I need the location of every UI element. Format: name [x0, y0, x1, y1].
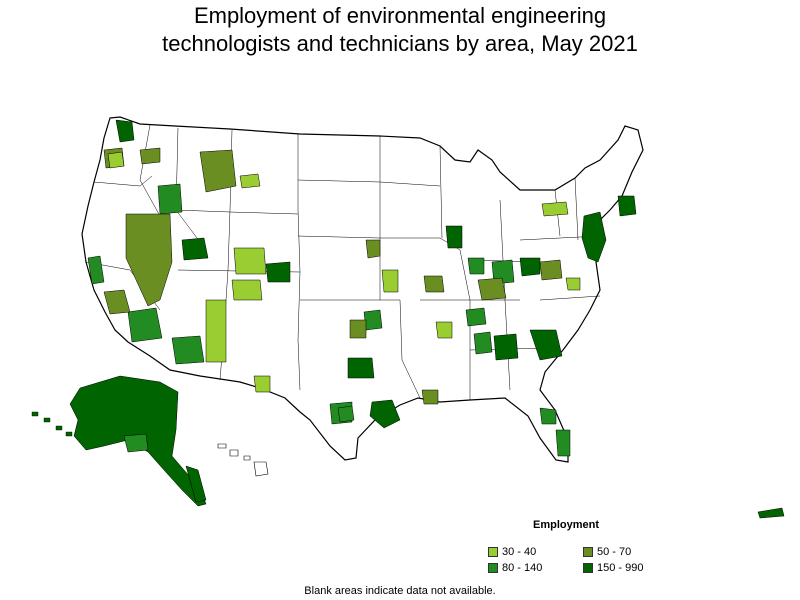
- area-montana[interactable]: [199, 149, 237, 193]
- legend-item-150-990: 150 - 990: [583, 562, 643, 574]
- legend-label: 30 - 40: [502, 546, 537, 558]
- area-salt-lake[interactable]: [181, 237, 209, 261]
- area-tulsa[interactable]: [363, 309, 383, 331]
- shaded-areas: [69, 119, 785, 519]
- area-kentucky[interactable]: [477, 277, 507, 301]
- area-ohio[interactable]: [491, 259, 515, 285]
- aleutian-islands: [31, 411, 73, 437]
- legend-swatch: [488, 547, 498, 557]
- area-washington-east[interactable]: [139, 147, 161, 165]
- legend-item-30-40: 30 - 40: [488, 546, 536, 558]
- area-florida-east[interactable]: [555, 429, 571, 457]
- legend-label: 50 - 70: [597, 546, 632, 558]
- area-alaska-panhandle[interactable]: [185, 465, 207, 503]
- area-houston[interactable]: [369, 399, 401, 429]
- legend-label: 150 - 990: [597, 562, 644, 574]
- legend-item-80-140: 80 - 140: [488, 562, 542, 574]
- area-puerto-rico[interactable]: [757, 507, 785, 519]
- area-stlouis[interactable]: [423, 275, 445, 293]
- area-okc[interactable]: [347, 357, 375, 379]
- area-tucson[interactable]: [171, 335, 205, 365]
- legend-title: Employment: [533, 519, 600, 531]
- area-raleigh[interactable]: [565, 277, 581, 291]
- legend-label: 80 - 140: [502, 562, 543, 574]
- area-chicago[interactable]: [445, 225, 463, 249]
- area-memphis[interactable]: [435, 321, 453, 339]
- area-nebraska[interactable]: [381, 269, 399, 293]
- area-kansas-city[interactable]: [349, 319, 367, 339]
- area-denver[interactable]: [265, 261, 291, 283]
- area-idaho-north[interactable]: [107, 151, 125, 169]
- area-iowa[interactable]: [365, 239, 381, 259]
- contiguous-us-outline: [81, 116, 644, 463]
- area-el-paso[interactable]: [253, 375, 271, 393]
- area-northeast[interactable]: [581, 211, 607, 263]
- legend-swatch: [583, 563, 593, 573]
- area-wyoming-north[interactable]: [239, 173, 261, 189]
- area-indiana[interactable]: [467, 257, 485, 275]
- area-utah-south[interactable]: [233, 247, 267, 275]
- area-phoenix[interactable]: [127, 307, 163, 343]
- area-pittsburgh[interactable]: [519, 257, 541, 277]
- area-nashville[interactable]: [465, 307, 487, 327]
- legend-swatch: [488, 563, 498, 573]
- area-boston[interactable]: [617, 195, 637, 217]
- map-title-line-1: Employment of environmental engineering: [193, 3, 607, 28]
- hawaii: [217, 443, 269, 477]
- area-virginia[interactable]: [539, 259, 563, 281]
- legend-item-50-70: 50 - 70: [583, 546, 631, 558]
- map-title-line-2: technologists and technicians by area, M…: [162, 31, 638, 56]
- map-title: Employment of environmental engineering …: [0, 2, 800, 58]
- area-san-antonio[interactable]: [337, 405, 355, 423]
- area-birmingham[interactable]: [473, 331, 493, 355]
- area-new-mexico[interactable]: [205, 299, 227, 363]
- area-florida-tampa[interactable]: [539, 407, 557, 425]
- area-san-francisco[interactable]: [87, 255, 105, 285]
- area-nevada[interactable]: [125, 213, 173, 307]
- area-colorado-south[interactable]: [231, 279, 263, 301]
- area-boise[interactable]: [157, 183, 183, 215]
- area-socal[interactable]: [103, 289, 131, 315]
- area-seattle[interactable]: [115, 119, 135, 143]
- area-anchorage[interactable]: [123, 433, 149, 453]
- area-upstate-ny[interactable]: [541, 201, 569, 217]
- area-new-orleans[interactable]: [421, 389, 439, 405]
- legend-swatch: [583, 547, 593, 557]
- area-atlanta[interactable]: [493, 333, 519, 361]
- blank-areas-note: Blank areas indicate data not available.: [304, 585, 496, 597]
- area-carolinas[interactable]: [529, 329, 563, 361]
